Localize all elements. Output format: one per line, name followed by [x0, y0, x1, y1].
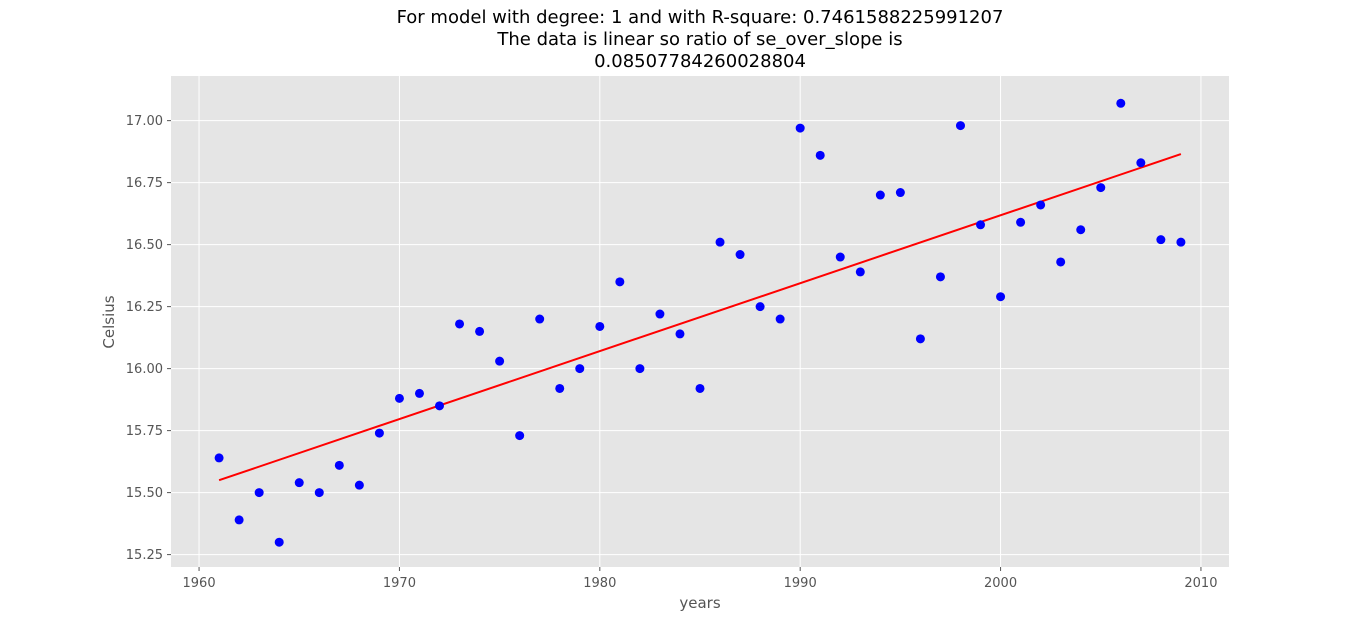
data-point: [435, 401, 445, 411]
chart-title-line-1: For model with degree: 1 and with R-squa…: [397, 7, 1004, 28]
data-point: [1016, 217, 1026, 227]
x-axis-ticks: 1960 1970 1980 1990 2000 2010: [183, 567, 1217, 591]
grid-lines: [171, 76, 1229, 567]
data-point: [735, 250, 745, 260]
data-point: [455, 319, 465, 329]
data-point: [976, 220, 986, 230]
data-point: [1176, 237, 1186, 247]
y-tick-label: 16.75: [126, 176, 163, 191]
data-point: [294, 478, 304, 488]
data-point: [515, 431, 525, 441]
data-point: [314, 488, 324, 498]
data-point: [234, 515, 244, 525]
x-tick-label: 1960: [183, 576, 216, 591]
y-tick-label: 17.00: [126, 114, 163, 129]
data-point: [334, 460, 344, 470]
y-tick-label: 16.00: [126, 362, 163, 377]
x-tick-label: 2000: [984, 576, 1017, 591]
y-axis-label: Celsius: [100, 295, 118, 348]
data-point: [1136, 158, 1146, 168]
data-point: [815, 150, 825, 160]
data-point: [915, 334, 925, 344]
data-point: [675, 329, 685, 339]
y-tick-label: 16.50: [126, 238, 163, 253]
data-point: [715, 237, 725, 247]
data-points: [214, 98, 1186, 547]
regression-line: [218, 153, 1182, 482]
data-point: [695, 383, 705, 393]
y-tick-label: 16.25: [126, 300, 163, 315]
x-tick-label: 1980: [583, 576, 616, 591]
data-point: [655, 309, 665, 319]
data-point: [354, 480, 364, 490]
data-point: [1156, 235, 1166, 245]
data-point: [955, 121, 965, 131]
data-point: [1116, 98, 1126, 108]
data-point: [895, 188, 905, 198]
y-tick-label: 15.75: [126, 424, 163, 439]
data-point: [996, 292, 1006, 302]
chart-title-line-2: The data is linear so ratio of se_over_s…: [496, 29, 902, 50]
data-point: [855, 267, 865, 277]
data-point: [1056, 257, 1066, 267]
x-axis-label: years: [679, 594, 720, 612]
x-tick-label: 1970: [383, 576, 416, 591]
y-tick-label: 15.50: [126, 486, 163, 501]
data-point: [1076, 225, 1086, 235]
data-point: [635, 364, 645, 374]
y-tick-label: 15.25: [126, 548, 163, 563]
data-point: [755, 302, 765, 312]
data-point: [535, 314, 545, 324]
data-point: [495, 356, 505, 366]
data-point: [1036, 200, 1046, 210]
x-tick-label: 1990: [784, 576, 817, 591]
data-point: [595, 321, 605, 331]
data-point: [575, 364, 585, 374]
data-point: [414, 388, 424, 398]
data-point: [475, 326, 485, 336]
y-axis-ticks: 15.25 15.50 15.75 16.00 16.25 16.50 16.75 17.00: [126, 114, 171, 563]
data-point: [1096, 183, 1106, 193]
plot-area: [171, 76, 1229, 567]
chart-title-line-3: 0.08507784260028804: [594, 51, 806, 72]
data-point: [374, 428, 384, 438]
data-point: [214, 453, 224, 463]
data-point: [254, 488, 264, 498]
data-point: [555, 383, 565, 393]
data-point: [775, 314, 785, 324]
data-point: [615, 277, 625, 287]
data-point: [394, 393, 404, 403]
data-point: [835, 252, 845, 262]
data-point: [875, 190, 885, 200]
data-point: [795, 123, 805, 133]
chart-title: For model with degree: 1 and with R-squa…: [397, 7, 1004, 72]
data-point: [274, 537, 284, 547]
fit-line: [218, 153, 1182, 482]
x-tick-label: 2010: [1184, 576, 1217, 591]
data-point: [935, 272, 945, 282]
